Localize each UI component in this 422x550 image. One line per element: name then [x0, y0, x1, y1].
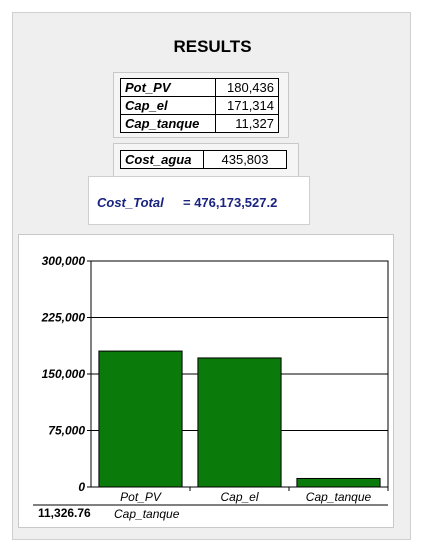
- table-row: Pot_PV 180,436: [120, 78, 279, 97]
- cost-total-value: = 476,173,527.2: [183, 195, 278, 210]
- cap-tanque-label: Cap_tanque: [120, 114, 216, 133]
- y-tick-label: 0: [78, 480, 85, 494]
- pot-pv-label: Pot_PV: [120, 78, 216, 97]
- bar-chart: 0 75,000 150,000 225,000 300,000 Pot_PV Cap_el…: [33, 254, 389, 506]
- variables-box: Pot_PV 180,436 Cap_el 171,314 Cap_tanque…: [113, 72, 289, 138]
- variables-table: Pot_PV 180,436 Cap_el 171,314 Cap_tanque…: [120, 78, 279, 133]
- cap-el-value: 171,314: [215, 96, 279, 115]
- table-row: Cap_el 171,314: [120, 96, 279, 115]
- y-tick-label: 225,000: [41, 311, 86, 325]
- pot-pv-value: 180,436: [215, 78, 279, 97]
- footer-label: Cap_tanque: [114, 507, 180, 521]
- y-tick-label: 75,000: [48, 424, 85, 438]
- y-tick-label: 150,000: [42, 367, 86, 381]
- x-tick-label: Pot_PV: [120, 490, 162, 504]
- bar: [197, 357, 282, 488]
- table-row: Cap_tanque 11,327: [120, 114, 279, 133]
- results-title: RESULTS: [173, 37, 252, 56]
- cost-agua-label: Cost_agua: [120, 150, 204, 169]
- cap-tanque-value: 11,327: [215, 114, 279, 133]
- cost-agua-value: 435,803: [203, 150, 287, 169]
- footer-value: 11,326.76: [38, 506, 91, 520]
- y-tick-label: 300,000: [42, 254, 86, 268]
- cost-total-box: Cost_Total = 476,173,527.2: [88, 176, 310, 225]
- x-tick-label: Cap_el: [220, 490, 258, 504]
- chart-container: 0 75,000 150,000 225,000 300,000 Pot_PV Cap_el…: [18, 234, 394, 528]
- cost-total-label: Cost_Total: [97, 195, 164, 210]
- bar: [296, 477, 381, 488]
- x-tick-label: Cap_tanque: [306, 490, 372, 504]
- bar: [98, 350, 183, 488]
- cap-el-label: Cap_el: [120, 96, 216, 115]
- cost-agua-table: Cost_agua 435,803: [120, 150, 287, 169]
- table-row: Cost_agua 435,803: [120, 150, 287, 169]
- cost-agua-box: Cost_agua 435,803: [113, 143, 299, 177]
